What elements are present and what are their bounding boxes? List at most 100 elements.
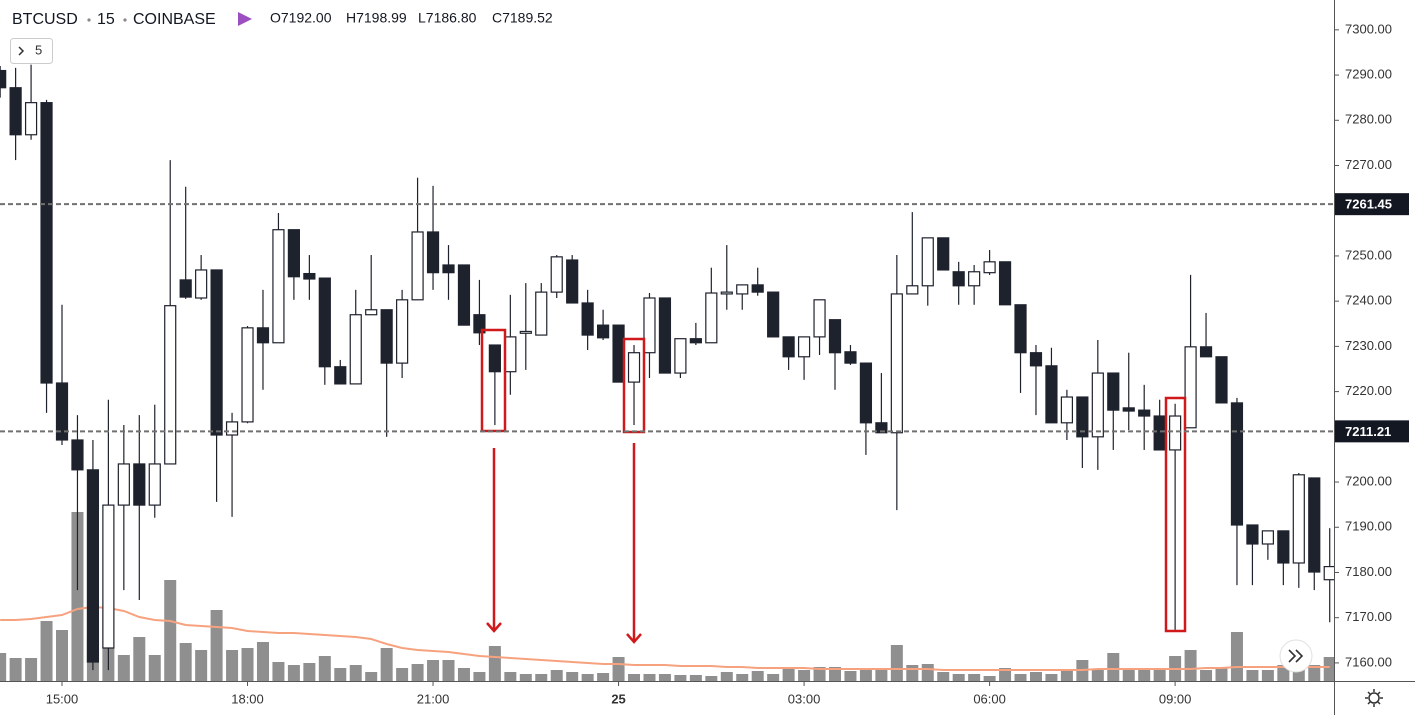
candle-body — [86, 469, 100, 663]
candle-body — [210, 269, 223, 436]
candle-body — [164, 305, 177, 465]
candle-body — [751, 284, 764, 293]
gear[interactable] — [1368, 692, 1380, 704]
toggle-box[interactable] — [10, 38, 53, 64]
candle-body — [689, 338, 702, 344]
volume-bar — [597, 673, 610, 681]
candle-body — [705, 292, 718, 344]
x-tick-label: 25 — [611, 691, 625, 706]
candle-body — [813, 299, 826, 338]
candle-body — [334, 366, 347, 385]
volume-bar — [318, 656, 331, 681]
candle-body — [1246, 524, 1259, 545]
level-label: 7211.21 — [1345, 424, 1391, 439]
volume-bar — [148, 655, 161, 681]
plot-area — [0, 64, 1334, 681]
volume-bar — [736, 674, 749, 681]
volume-bar — [1107, 653, 1120, 681]
y-tick-label: 7230.00 — [1345, 338, 1392, 353]
volume-bar — [0, 653, 7, 681]
candle-body — [736, 284, 749, 295]
volume-bar — [1153, 670, 1166, 681]
volume-bar — [25, 658, 38, 681]
x-tick-label: 21:00 — [417, 691, 450, 706]
volume-bar — [751, 671, 764, 681]
volume-bar — [1184, 650, 1197, 681]
candle-body — [1045, 365, 1058, 424]
candle-body — [1107, 372, 1120, 411]
volume-bar — [720, 672, 733, 681]
candle-body — [1292, 474, 1305, 564]
volume-bar — [488, 646, 501, 681]
arrow-head — [486, 622, 502, 633]
candle-body — [55, 382, 69, 441]
candle-body — [1153, 415, 1166, 451]
flag-icon[interactable] — [238, 12, 252, 26]
scroll-button[interactable] — [1279, 639, 1313, 673]
volume-bar — [890, 645, 903, 681]
candle-body — [133, 463, 146, 506]
candle-body — [1029, 352, 1043, 367]
candle-body — [952, 271, 965, 287]
volume-bar — [1060, 670, 1073, 681]
volume-bar — [504, 672, 517, 681]
candle-body — [457, 264, 471, 326]
candle-body — [195, 269, 208, 299]
y-tick-label: 7300.00 — [1345, 21, 1392, 36]
volume-bar — [133, 637, 146, 681]
candle-body — [968, 271, 981, 287]
volume-bar — [117, 655, 130, 681]
separator — [87, 18, 91, 22]
gear-teeth — [1365, 689, 1383, 707]
volume-bar — [1246, 670, 1259, 681]
volume-bar — [365, 672, 378, 681]
settings-icon[interactable] — [1365, 689, 1383, 707]
arrow-head — [626, 633, 642, 644]
volume-bar — [9, 658, 22, 681]
volume-bar — [1091, 670, 1104, 681]
indicators-toggle[interactable]: 5 — [10, 38, 53, 64]
candle-body — [828, 319, 842, 354]
candle-body — [380, 309, 393, 364]
volume-bar — [566, 672, 579, 681]
candle-body — [241, 327, 254, 423]
candle-body — [179, 279, 192, 298]
volume-bar — [56, 630, 68, 681]
volume-bar — [1308, 665, 1321, 681]
candle-body — [102, 504, 115, 649]
candle-body — [566, 259, 579, 304]
volume-bar — [473, 672, 486, 681]
ohlc-close: C7189.52 — [492, 10, 553, 26]
volume-bar — [287, 665, 300, 681]
volume-bar — [1014, 674, 1027, 681]
y-tick-label: 7280.00 — [1345, 112, 1392, 127]
candle-body — [272, 229, 285, 344]
volume-bar — [952, 674, 965, 681]
candle-body — [426, 231, 440, 274]
scroll-icon — [1288, 649, 1304, 663]
volume-bar — [256, 642, 269, 681]
x-tick-label: 18:00 — [231, 691, 264, 706]
candle-body — [937, 237, 950, 271]
x-tick-label: 03:00 — [788, 691, 821, 706]
volume-bar — [844, 671, 857, 681]
exchange: COINBASE — [133, 11, 216, 28]
volume-bar — [921, 664, 934, 681]
candle-body — [998, 261, 1012, 306]
candle-body — [504, 336, 517, 373]
volume-bar — [380, 648, 393, 681]
candle-body — [1230, 402, 1244, 526]
candle-body — [256, 327, 270, 344]
volume-bar — [349, 665, 362, 681]
volume-bar — [937, 672, 950, 681]
candle-body — [40, 102, 53, 384]
candle-body — [983, 261, 996, 274]
candle-body — [117, 463, 130, 506]
candle-body — [550, 256, 563, 293]
y-tick-label: 7200.00 — [1345, 473, 1392, 488]
x-tick-label: 15:00 — [46, 691, 79, 706]
y-tick-label: 7220.00 — [1345, 383, 1392, 398]
y-tick-label: 7190.00 — [1345, 519, 1392, 534]
volume-bar — [767, 674, 780, 681]
